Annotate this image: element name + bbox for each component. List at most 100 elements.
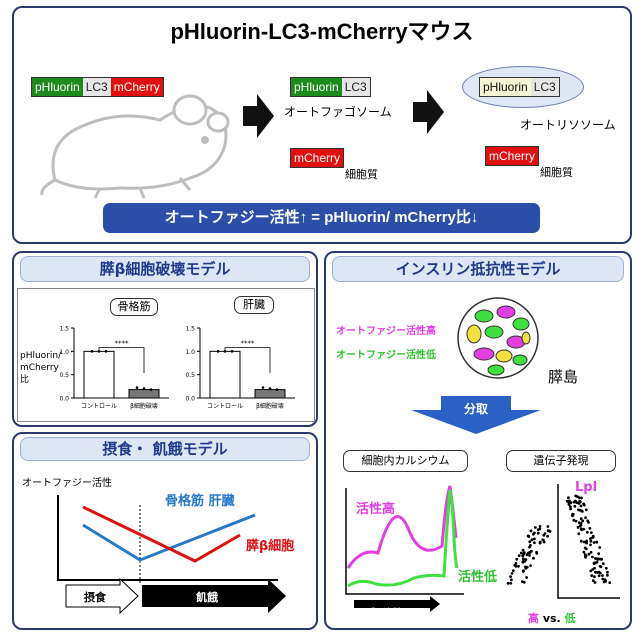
phluorin-faded-segment: pHluorin [480, 78, 531, 96]
data-point [261, 386, 265, 389]
scatter-dot [591, 534, 595, 538]
glucose-label: ブドウ糖 [366, 608, 403, 618]
scatter-dot [506, 581, 510, 585]
sig-label: **** [241, 340, 256, 348]
scatter-dot [595, 540, 599, 544]
feeding-axes [57, 495, 278, 581]
scatter-dot [582, 503, 586, 507]
liver-chart-title: 肝臓 [234, 296, 274, 314]
scatter-dot [597, 574, 601, 578]
bar-chart-area [17, 288, 315, 422]
calcium-low-trace [347, 489, 459, 588]
bar [254, 389, 286, 399]
scatter-dot [589, 550, 593, 554]
scatter-dot [574, 519, 578, 523]
data-point [230, 350, 234, 353]
cytoplasm-label: 細胞質 [345, 168, 378, 181]
scatter-dot [510, 572, 514, 575]
scatter-dot [543, 532, 547, 535]
ylabel-text: 比 [20, 375, 30, 385]
scatter-dot [534, 526, 537, 529]
scatter-dot [521, 580, 524, 583]
islet-label: 膵島 [548, 368, 579, 386]
bar-charts: 0.0 0.5 1.0 1.5 コントロール β細胞破壊 **** 0.0 0.5 1.0 1.5 コ… [60, 326, 295, 410]
glucose-arrow-icon [354, 596, 440, 612]
islet-illustration [457, 297, 539, 379]
scatter-dot [535, 552, 539, 555]
beta-panel-title: 膵β細胞破壊モデル [20, 256, 310, 282]
calcium-trace-chart [345, 485, 464, 612]
scatter-dot [533, 541, 536, 545]
scatter-dot [525, 576, 528, 579]
scatter-dot [587, 552, 591, 556]
data-point [142, 387, 146, 390]
fed-label: 摂食 [84, 591, 106, 604]
feeding-ylabel: オートファジー活性 [22, 478, 112, 489]
scatter-dot [593, 575, 596, 579]
red-line-label: 膵β細胞 [246, 539, 295, 554]
mcherry-segment: mCherry [110, 78, 163, 96]
autophagosome-label: オートファゴソーム [284, 105, 392, 119]
feeding-panel-title: 摂食・ 飢餓モデル [20, 437, 310, 461]
scatter-dot [580, 496, 583, 500]
scatter-dot [582, 540, 586, 544]
scatter-dot [589, 539, 593, 543]
scatter-dot [536, 528, 540, 532]
scatter-dot [608, 581, 612, 584]
scatter-dot [584, 508, 588, 512]
autolysosome-tag: pHluorin LC3 [479, 77, 560, 97]
scatter-dot [570, 514, 574, 517]
scatter-dot [593, 581, 597, 584]
lc3-segment: LC3 [530, 78, 559, 96]
scatter-dot [523, 559, 527, 563]
scatter-dot [591, 555, 594, 559]
scatter-dot [597, 552, 601, 556]
scatter-dot [569, 507, 572, 511]
scatter-dot [568, 505, 572, 509]
scatter-dot [515, 557, 519, 561]
comparison-high: 高 [528, 612, 539, 625]
fast-label: 飢餓 [196, 591, 218, 604]
scatter-dot [577, 532, 581, 536]
data-point [268, 387, 272, 390]
autophagosome-tag: pHluorin LC3 [290, 77, 371, 97]
scatter-dot [592, 541, 596, 544]
scatter-dot [588, 527, 592, 530]
calcium-low-label: 活性低 [458, 570, 498, 585]
scatter-dot [606, 573, 609, 577]
bar [209, 350, 241, 399]
scatter-dot [514, 564, 518, 568]
scatter-dot [522, 569, 525, 573]
scatter-dot [604, 579, 607, 583]
feeding-chart [57, 495, 286, 615]
scatter-dot [589, 569, 593, 573]
scatter-dot [596, 571, 599, 574]
comparison-vs: vs. [539, 612, 565, 625]
scatter-dot [589, 536, 593, 540]
scatter-dot [579, 527, 583, 531]
sig-bracket [98, 347, 145, 373]
lpl-label: Lpl [575, 480, 598, 495]
scatter-dot [578, 524, 582, 528]
scatter-dot [509, 581, 513, 585]
lc3-segment: LC3 [341, 78, 370, 96]
comparison-label: 高 vs. 低 [528, 610, 576, 626]
scatter-dot [584, 516, 587, 520]
scatter-dot [577, 502, 581, 505]
y-tick-label: 0.0 [60, 396, 69, 403]
scatter-dot [532, 532, 535, 536]
y-tick-label: 1.0 [60, 349, 69, 356]
cytoplasm-label: 細胞質 [540, 166, 573, 179]
scatter-dot [582, 550, 586, 554]
sort-arrow-icon [411, 396, 541, 434]
scatter-dot [528, 554, 531, 557]
scatter-dot [578, 499, 582, 503]
comparison-low: 低 [564, 612, 576, 625]
y-tick-label: 1.5 [185, 326, 195, 333]
scatter-dot [529, 529, 533, 533]
calcium-high-label: 活性高 [356, 502, 396, 517]
cytoplasm-mcherry-tag: mCherry [290, 148, 345, 168]
scatter-dot [569, 501, 573, 504]
scatter-dot [517, 554, 521, 557]
scatter-dot [529, 564, 532, 567]
